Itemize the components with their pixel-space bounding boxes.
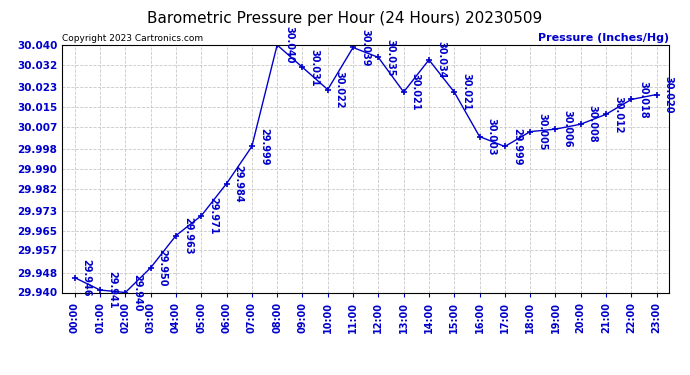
Text: 30.003: 30.003 [486, 118, 497, 155]
Text: 30.018: 30.018 [638, 81, 649, 118]
Text: 29.940: 29.940 [132, 274, 142, 311]
Text: 30.039: 30.039 [360, 29, 370, 66]
Text: 30.040: 30.040 [284, 26, 294, 64]
Text: 30.005: 30.005 [537, 113, 547, 150]
Text: 30.022: 30.022 [335, 71, 345, 108]
Text: Pressure (Inches/Hg): Pressure (Inches/Hg) [538, 33, 669, 42]
Text: 30.006: 30.006 [562, 110, 573, 148]
Text: 29.946: 29.946 [81, 259, 92, 296]
Text: 29.971: 29.971 [208, 197, 218, 234]
Text: Copyright 2023 Cartronics.com: Copyright 2023 Cartronics.com [62, 33, 204, 42]
Text: Barometric Pressure per Hour (24 Hours) 20230509: Barometric Pressure per Hour (24 Hours) … [148, 11, 542, 26]
Text: 29.999: 29.999 [512, 128, 522, 165]
Text: 30.012: 30.012 [613, 96, 623, 133]
Text: 30.008: 30.008 [588, 105, 598, 143]
Text: 30.034: 30.034 [436, 41, 446, 79]
Text: 30.020: 30.020 [664, 76, 673, 113]
Text: 30.021: 30.021 [411, 73, 421, 111]
Text: 30.035: 30.035 [385, 39, 395, 76]
Text: 30.031: 30.031 [309, 48, 319, 86]
Text: 29.999: 29.999 [259, 128, 269, 165]
Text: 30.021: 30.021 [461, 73, 471, 111]
Text: 29.950: 29.950 [157, 249, 168, 286]
Text: 29.984: 29.984 [233, 165, 244, 202]
Text: 29.941: 29.941 [107, 271, 117, 309]
Text: 29.963: 29.963 [183, 217, 193, 254]
